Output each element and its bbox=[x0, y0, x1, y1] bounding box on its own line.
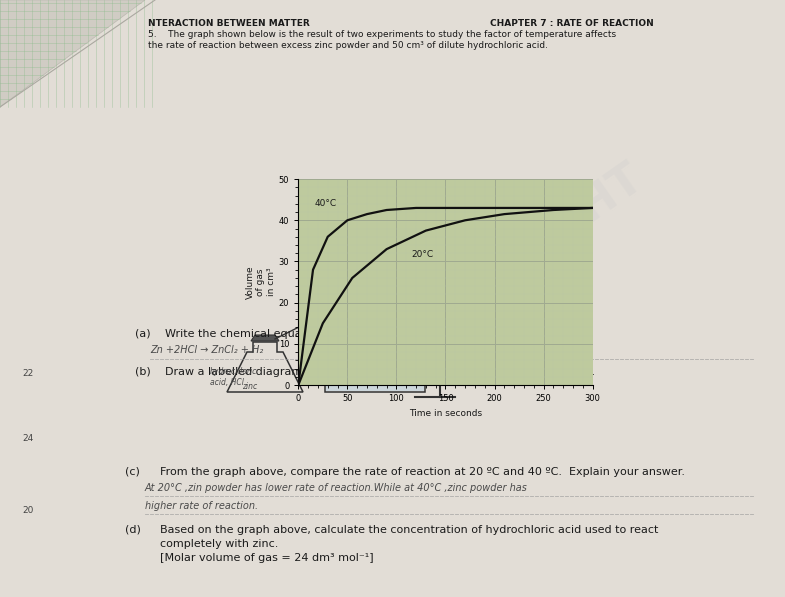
X-axis label: Time in seconds: Time in seconds bbox=[409, 409, 482, 418]
Text: (a): (a) bbox=[135, 329, 151, 339]
Text: [Molar volume of gas = 24 dm³ mol⁻¹]: [Molar volume of gas = 24 dm³ mol⁻¹] bbox=[160, 553, 374, 563]
Text: 24: 24 bbox=[23, 434, 34, 444]
Text: 20°C: 20°C bbox=[411, 250, 433, 259]
Text: Zn +2HCl → ZnCl₂ + H₂: Zn +2HCl → ZnCl₂ + H₂ bbox=[150, 345, 263, 355]
Text: 22: 22 bbox=[23, 368, 34, 378]
Bar bbox=[326, 374, 424, 391]
Text: At 20°C ,zin powder has lower rate of reaction.While at 40°C ,zinc powder has: At 20°C ,zin powder has lower rate of re… bbox=[145, 483, 528, 493]
Text: (c): (c) bbox=[125, 467, 140, 477]
Bar bbox=[325, 357, 425, 392]
Text: (b): (b) bbox=[135, 367, 151, 377]
Text: higher rate of reaction.: higher rate of reaction. bbox=[145, 501, 258, 511]
Text: From the graph above, compare the rate of reaction at 20 ºC and 40 ºC.  Explain : From the graph above, compare the rate o… bbox=[160, 467, 685, 477]
Text: NTERACTION BETWEEN MATTER: NTERACTION BETWEEN MATTER bbox=[148, 19, 310, 28]
Polygon shape bbox=[251, 335, 279, 341]
Text: Draw a labelled diagram for the set-up of apparatus used in this experiment.: Draw a labelled diagram for the set-up o… bbox=[165, 367, 595, 377]
Polygon shape bbox=[0, 0, 145, 107]
Text: 20: 20 bbox=[22, 506, 34, 515]
Text: water: water bbox=[415, 363, 436, 372]
Text: (d): (d) bbox=[125, 525, 141, 535]
Text: hydrochloric
acid, HCl: hydrochloric acid, HCl bbox=[210, 367, 257, 387]
Text: 5.    The graph shown below is the result of two experiments to study the factor: 5. The graph shown below is the result o… bbox=[148, 30, 616, 39]
Text: 40°C: 40°C bbox=[315, 199, 337, 208]
Text: Write the chemical equation for this reaction.: Write the chemical equation for this rea… bbox=[165, 329, 418, 339]
Text: CHAPTER 7 : RATE OF REACTION: CHAPTER 7 : RATE OF REACTION bbox=[490, 19, 654, 28]
Y-axis label: Volume
of gas
in cm³: Volume of gas in cm³ bbox=[246, 265, 276, 299]
Text: COPYRIGHT: COPYRIGHT bbox=[389, 156, 652, 358]
Text: zinc: zinc bbox=[243, 382, 257, 391]
Text: completely with zinc.: completely with zinc. bbox=[160, 539, 279, 549]
Text: Based on the graph above, calculate the concentration of hydrochloric acid used : Based on the graph above, calculate the … bbox=[160, 525, 659, 535]
Text: hydrogen
gas, H₂: hydrogen gas, H₂ bbox=[368, 285, 404, 304]
Text: the rate of reaction between excess zinc powder and 50 cm³ of dilute hydrochlori: the rate of reaction between excess zinc… bbox=[148, 41, 548, 50]
